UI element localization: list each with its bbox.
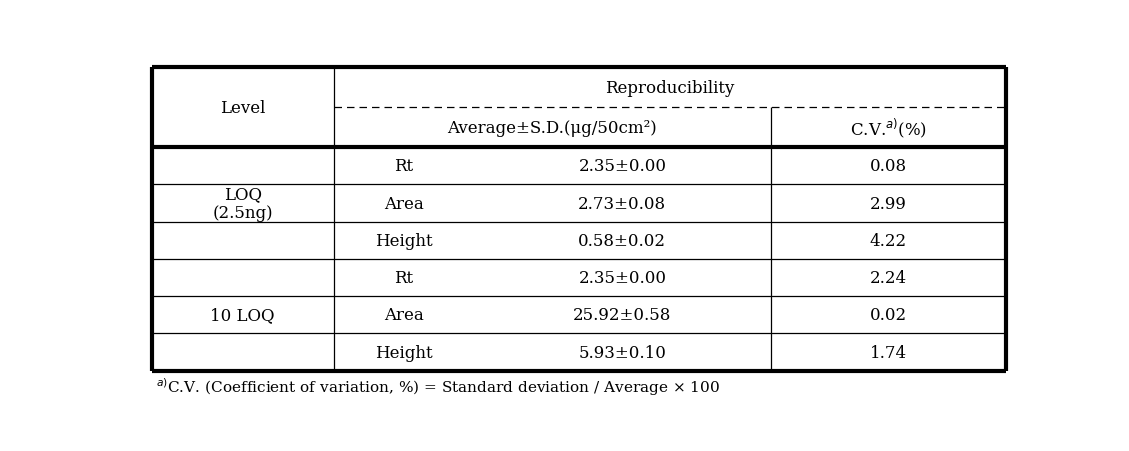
- Text: 4.22: 4.22: [869, 232, 907, 249]
- Text: 2.24: 2.24: [869, 269, 907, 286]
- Text: Area: Area: [384, 307, 423, 323]
- Text: 10 LOQ: 10 LOQ: [210, 307, 274, 323]
- Text: C.V.$^{a)}$(%): C.V.$^{a)}$(%): [850, 116, 927, 140]
- Text: 5.93±0.10: 5.93±0.10: [578, 344, 666, 361]
- Text: 2.73±0.08: 2.73±0.08: [578, 195, 666, 212]
- Text: Level: Level: [220, 100, 265, 116]
- Text: 2.35±0.00: 2.35±0.00: [578, 158, 666, 175]
- Text: $^{a)}$C.V. (Coefficient of variation, %) = Standard deviation / Average × 100: $^{a)}$C.V. (Coefficient of variation, %…: [156, 376, 720, 397]
- Text: 0.02: 0.02: [869, 307, 907, 323]
- Text: Area: Area: [384, 195, 423, 212]
- Text: Reproducibility: Reproducibility: [605, 79, 734, 97]
- Text: LOQ
(2.5ng): LOQ (2.5ng): [212, 185, 273, 222]
- Text: Height: Height: [375, 232, 432, 249]
- Text: 1.74: 1.74: [869, 344, 907, 361]
- Text: Average±S.D.(μg/50cm²): Average±S.D.(μg/50cm²): [447, 120, 657, 136]
- Text: Height: Height: [375, 344, 432, 361]
- Text: 2.99: 2.99: [870, 195, 907, 212]
- Text: 0.08: 0.08: [869, 158, 907, 175]
- Text: 25.92±0.58: 25.92±0.58: [574, 307, 672, 323]
- Text: Rt: Rt: [394, 158, 413, 175]
- Text: Rt: Rt: [394, 269, 413, 286]
- Text: 2.35±0.00: 2.35±0.00: [578, 269, 666, 286]
- Text: 0.58±0.02: 0.58±0.02: [578, 232, 666, 249]
